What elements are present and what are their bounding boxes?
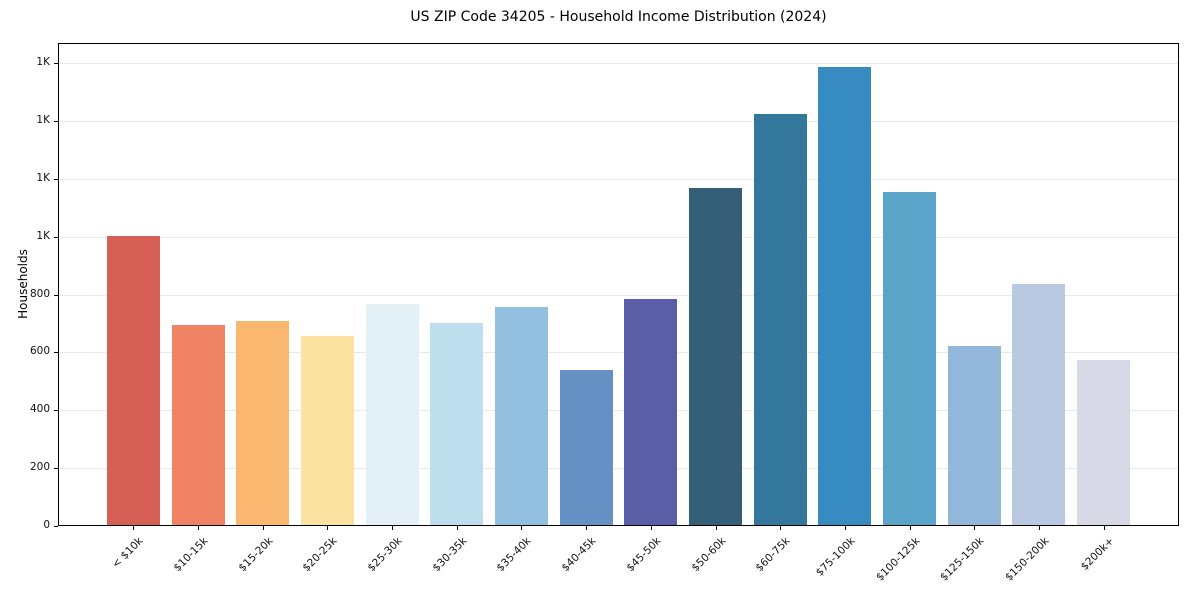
y-tick-label: 400 (29, 403, 50, 416)
bar (947, 345, 1001, 525)
y-tick-label: 600 (29, 345, 50, 358)
bar (430, 322, 484, 525)
x-axis-tick (780, 526, 782, 530)
x-tick-label: $150-200k (1002, 535, 1052, 584)
gridline (59, 236, 1178, 238)
y-tick-label: 1K (36, 171, 50, 184)
gridline (59, 294, 1178, 296)
bar (494, 306, 548, 525)
bar (624, 299, 678, 525)
y-axis-tick (54, 121, 58, 123)
bar (753, 114, 807, 525)
gridline (59, 468, 1178, 470)
gridline (59, 178, 1178, 180)
bar (300, 335, 354, 525)
x-tick-label: < $10k (110, 535, 146, 571)
x-axis-tick (392, 526, 394, 530)
bar (559, 370, 613, 525)
bar (236, 321, 290, 525)
x-axis-tick (974, 526, 976, 530)
x-tick-label: $75-100k (813, 535, 858, 579)
x-tick-label: $10-15k (171, 535, 211, 575)
y-axis-tick (54, 526, 58, 527)
gridline (59, 63, 1178, 65)
y-tick-label: 0 (43, 519, 50, 531)
y-tick-label: 1K (36, 56, 50, 69)
x-axis-tick (521, 526, 523, 530)
gridline (59, 121, 1178, 123)
x-axis-tick (844, 526, 846, 530)
y-tick-label: 200 (29, 461, 50, 474)
x-tick-label: $25-30k (365, 535, 405, 575)
x-axis-tick (456, 526, 458, 530)
x-axis-tick (1103, 526, 1105, 530)
gridline (59, 352, 1178, 354)
bar (689, 188, 743, 525)
y-axis-tick (54, 178, 58, 180)
x-tick-label: $50-60k (688, 535, 729, 575)
x-axis-tick (198, 526, 200, 530)
y-tick-label: 1K (36, 114, 50, 127)
y-axis-tick (54, 352, 58, 354)
y-axis-tick (54, 294, 58, 296)
y-tick-label: 800 (29, 287, 50, 300)
x-tick-label: $100-125k (873, 535, 923, 584)
x-tick-label: $45-50k (624, 535, 664, 575)
x-axis-tick (909, 526, 911, 530)
x-tick-label: $35-40k (494, 535, 534, 575)
chart-title: US ZIP Code 34205 - Household Income Dis… (410, 9, 827, 25)
x-axis-tick (1038, 526, 1040, 530)
bar (883, 192, 937, 525)
x-tick-label: $40-45k (559, 535, 599, 575)
x-axis-tick (650, 526, 652, 530)
x-tick-label: $30-35k (430, 535, 470, 575)
x-tick-label: $15-20k (236, 535, 276, 575)
y-axis-label: Households (16, 249, 30, 319)
y-axis-tick (54, 63, 58, 65)
bar (365, 303, 419, 525)
bar (1077, 360, 1131, 525)
x-tick-label: $125-150k (938, 535, 987, 584)
y-axis-tick (54, 410, 58, 412)
gridline (59, 410, 1178, 412)
bar (1012, 283, 1066, 525)
x-tick-label: $60-75k (753, 535, 793, 575)
x-axis-tick (262, 526, 264, 530)
bar (818, 66, 872, 525)
bar (106, 235, 160, 525)
bar (171, 325, 225, 525)
y-axis-tick (54, 236, 58, 238)
y-axis-tick (54, 468, 58, 470)
x-tick-label: $200k+ (1078, 535, 1117, 573)
x-axis-tick (327, 526, 329, 530)
x-axis-tick (715, 526, 717, 530)
y-tick-label: 1K (36, 229, 50, 242)
x-axis-tick (133, 526, 135, 530)
x-axis-tick (586, 526, 588, 530)
x-tick-label: $20-25k (300, 535, 340, 575)
plot-area (58, 43, 1179, 526)
